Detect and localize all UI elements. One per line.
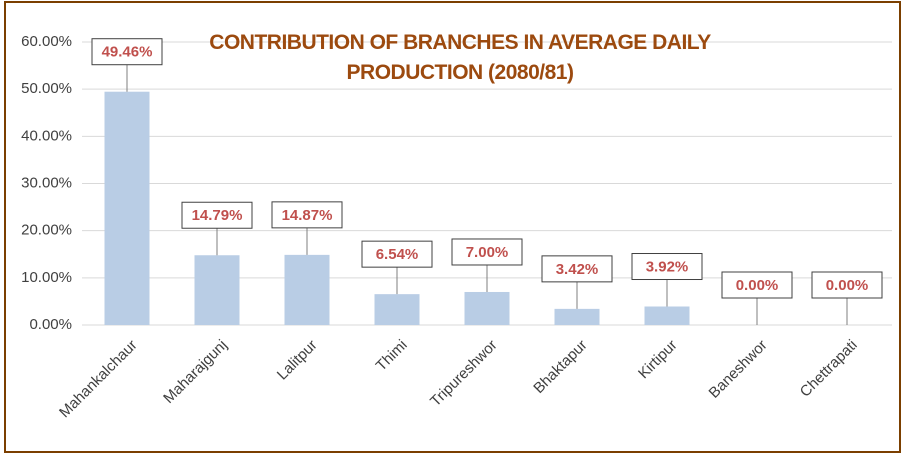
bar: [104, 91, 150, 325]
chart-border: [4, 1, 901, 453]
y-tick-label: 10.00%: [21, 269, 72, 286]
chart-title: CONTRIBUTION OF BRANCHES IN AVERAGE DAIL…: [209, 31, 711, 84]
bar: [464, 291, 510, 325]
y-tick-label: 20.00%: [21, 222, 72, 239]
data-label-box: [811, 271, 883, 299]
data-label-box: [271, 201, 343, 229]
data-label-box: [631, 253, 703, 281]
data-label: 7.00%: [466, 244, 509, 261]
data-label: 49.46%: [102, 44, 153, 61]
x-tick-label: Bhaktapur: [530, 337, 590, 397]
x-tick-label: Thimi: [373, 337, 411, 375]
bar: [554, 308, 600, 325]
y-tick-label: 30.00%: [21, 174, 72, 191]
x-tick-label: Tripureshwor: [427, 337, 501, 411]
data-label: 14.87%: [282, 207, 333, 224]
data-label: 6.54%: [376, 246, 419, 263]
bar: [644, 306, 690, 325]
data-label-box: [451, 238, 523, 266]
x-tick-label: Kirtipur: [635, 337, 681, 383]
data-label: 0.00%: [826, 277, 869, 294]
y-tick-label: 60.00%: [21, 33, 72, 50]
data-label-box: [361, 240, 433, 268]
data-label-box: [541, 255, 613, 283]
data-label: 14.79%: [192, 207, 243, 224]
data-label: 0.00%: [736, 277, 779, 294]
x-tick-label: Maharajgunj: [160, 337, 230, 407]
data-label-box: [91, 38, 163, 66]
y-tick-label: 0.00%: [29, 316, 72, 333]
data-label: 3.92%: [646, 258, 689, 275]
x-tick-label: Lalitpur: [274, 337, 321, 384]
x-tick-label: Mahankalchaur: [56, 337, 141, 422]
data-label-box: [721, 271, 793, 299]
y-tick-label: 40.00%: [21, 127, 72, 144]
bar: [194, 255, 240, 325]
y-tick-label: 50.00%: [21, 80, 72, 97]
data-label: 3.42%: [556, 261, 599, 278]
bar: [284, 254, 330, 325]
x-tick-label: Baneshwor: [706, 337, 771, 402]
data-label-box: [181, 201, 253, 229]
x-tick-label: Chettrapati: [797, 337, 861, 401]
bar: [374, 294, 420, 325]
